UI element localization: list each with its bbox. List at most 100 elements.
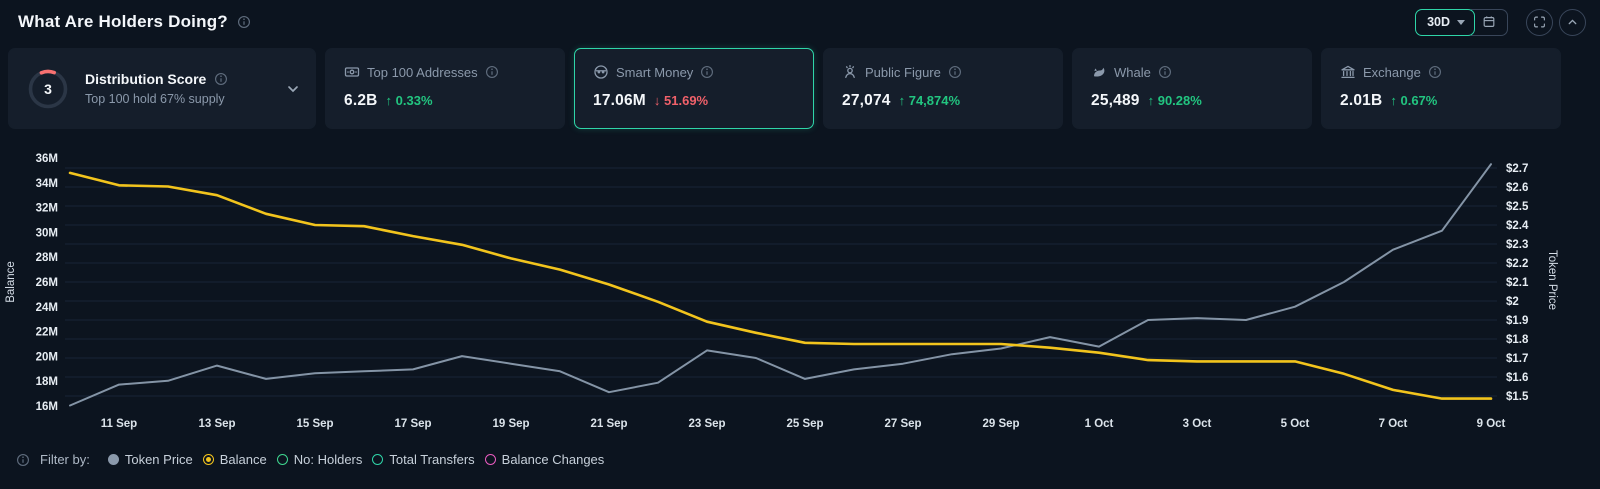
y-axis-left-tick: 34M <box>36 178 58 190</box>
y-axis-right-tick: $2.2 <box>1506 258 1528 270</box>
card-public-figure[interactable]: Public Figure 27,074 ↑ 74,874% <box>823 48 1063 129</box>
x-axis-tick: 9 Oct <box>1477 418 1506 430</box>
card-top-100-addresses[interactable]: Top 100 Addresses 6.2B ↑ 0.33% <box>325 48 565 129</box>
legend-dot-icon <box>484 454 496 465</box>
page-title: What Are Holders Doing? <box>18 12 228 31</box>
y-axis-right-tick: $1.9 <box>1506 315 1528 327</box>
bank-icon <box>1341 65 1355 79</box>
legend-dot-icon <box>107 454 119 465</box>
y-axis-left-tick: 32M <box>36 203 58 215</box>
metric-value: 2.01B <box>1340 92 1383 109</box>
left-axis-title: Balance <box>5 261 17 303</box>
card-exchange[interactable]: Exchange 2.01B ↑ 0.67% <box>1321 48 1561 129</box>
y-axis-right-tick: $2.4 <box>1506 220 1529 232</box>
metric-value: 6.2B <box>344 92 378 109</box>
fullscreen-button[interactable] <box>1526 8 1553 36</box>
y-axis-left-tick: 36M <box>36 153 58 165</box>
metric-change: ↑ 90.28% <box>1147 93 1202 108</box>
chevron-down-icon <box>1457 19 1465 25</box>
calendar-button[interactable] <box>1471 8 1508 36</box>
fullscreen-icon <box>1534 16 1545 28</box>
distribution-score-gauge: 3 <box>28 69 68 108</box>
x-axis-tick: 19 Sep <box>492 418 529 430</box>
metric-label: Public Figure <box>865 64 941 80</box>
info-icon[interactable] <box>948 65 962 79</box>
x-axis-tick: 7 Oct <box>1379 418 1408 430</box>
y-axis-right-tick: $2.5 <box>1506 201 1529 213</box>
card-smart-money[interactable]: Smart Money 17.06M ↓ 51.69% <box>574 48 814 129</box>
x-axis-tick: 13 Sep <box>198 418 235 430</box>
chevron-down-icon[interactable] <box>285 81 301 97</box>
range-dropdown[interactable]: 30D <box>1415 8 1475 36</box>
distribution-score-value: 3 <box>44 81 52 97</box>
legend-item-no-holders[interactable]: No: Holders <box>276 452 362 467</box>
legend-dot-icon <box>372 454 384 465</box>
info-icon[interactable] <box>700 65 714 79</box>
metric-change: ↑ 0.33% <box>385 93 433 108</box>
y-axis-right-tick: $2.6 <box>1506 182 1528 194</box>
info-icon[interactable] <box>16 453 30 467</box>
calendar-icon <box>1483 16 1495 27</box>
y-axis-left-tick: 28M <box>36 252 58 264</box>
legend-item-token-price[interactable]: Token Price <box>107 452 193 467</box>
collapse-button[interactable] <box>1559 8 1586 36</box>
distribution-score-subtitle: Top 100 hold 67% supply <box>85 92 225 106</box>
legend-item-balance[interactable]: Balance <box>202 452 267 467</box>
x-axis-tick: 21 Sep <box>590 418 627 430</box>
metric-value: 27,074 <box>842 92 891 109</box>
legend-item-label: Balance Changes <box>501 452 605 467</box>
y-axis-left-tick: 26M <box>36 277 58 289</box>
radio-selected-icon <box>202 454 214 465</box>
y-axis-right-tick: $2.1 <box>1506 277 1529 289</box>
right-axis-title: Token Price <box>1546 250 1558 310</box>
y-axis-left-tick: 20M <box>36 351 58 363</box>
info-icon[interactable] <box>485 65 499 79</box>
metric-value: 25,489 <box>1091 92 1140 109</box>
card-distribution-score[interactable]: 3 Distribution Score Top 100 hold 67% su… <box>8 48 316 129</box>
y-axis-left-tick: 18M <box>36 376 58 388</box>
card-whale[interactable]: Whale 25,489 ↑ 90.28% <box>1072 48 1312 129</box>
x-axis-tick: 11 Sep <box>101 418 137 430</box>
y-axis-right-tick: $2.7 <box>1506 163 1528 175</box>
metric-change: ↑ 74,874% <box>898 93 961 108</box>
info-icon[interactable] <box>1428 65 1442 79</box>
x-axis-tick: 29 Sep <box>982 418 1019 430</box>
smart-money-icon <box>594 65 608 79</box>
legend-item-label: Token Price <box>124 452 193 467</box>
metric-label: Exchange <box>1363 64 1421 80</box>
metric-label: Whale <box>1114 64 1151 80</box>
chevron-up-icon <box>1568 19 1577 25</box>
range-selector-group: 30D <box>1415 8 1508 36</box>
public-figure-icon <box>845 64 855 79</box>
legend-dot-icon <box>276 454 288 465</box>
legend-item-total-transfers[interactable]: Total Transfers <box>372 452 475 467</box>
y-axis-right-tick: $2 <box>1506 296 1519 308</box>
y-axis-right-tick: $1.8 <box>1506 334 1529 346</box>
filter-by-label: Filter by: <box>40 452 90 467</box>
metric-value: 17.06M <box>593 92 646 109</box>
y-axis-right-tick: $1.7 <box>1506 353 1528 365</box>
x-axis-tick: 27 Sep <box>884 418 921 430</box>
y-axis-left-tick: 24M <box>36 302 58 314</box>
metric-label: Smart Money <box>616 64 694 80</box>
y-axis-left-tick: 30M <box>36 227 58 239</box>
y-axis-right-tick: $2.3 <box>1506 239 1528 251</box>
y-axis-right-tick: $1.5 <box>1506 391 1529 403</box>
metric-change: ↑ 0.67% <box>1390 93 1438 108</box>
info-icon[interactable] <box>1158 65 1172 79</box>
token-price-line <box>69 163 1492 407</box>
x-axis-tick: 25 Sep <box>786 418 823 430</box>
whale-icon <box>1094 67 1105 77</box>
info-icon[interactable] <box>214 72 228 86</box>
info-icon[interactable] <box>237 15 251 29</box>
legend-item-balance-changes[interactable]: Balance Changes <box>484 452 605 467</box>
metric-cards-row: 3 Distribution Score Top 100 hold 67% su… <box>8 48 1561 129</box>
panel-header: What Are Holders Doing? 30D <box>0 0 1600 44</box>
y-axis-left-tick: 16M <box>36 401 58 413</box>
range-label: 30D <box>1427 15 1450 29</box>
x-axis-tick: 3 Oct <box>1183 418 1212 430</box>
x-axis-tick: 1 Oct <box>1085 418 1114 430</box>
holders-line-chart[interactable]: 36M 34M 32M 30M 28M 26M 24M 22M 20M 18M 16M $2.7 $2.… <box>0 140 1600 448</box>
x-axis-tick: 17 Sep <box>394 418 431 430</box>
chart-filter-legend: Filter by: Token Price Balance No: Holders… <box>16 452 614 467</box>
